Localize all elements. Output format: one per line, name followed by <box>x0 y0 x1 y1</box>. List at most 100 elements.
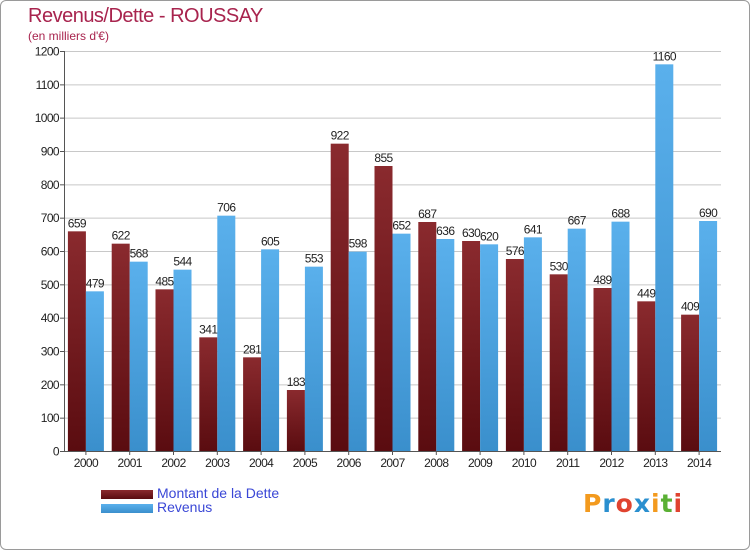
data-label-revenus: 667 <box>568 214 587 228</box>
data-label-dette: 449 <box>637 286 656 300</box>
x-tick-label: 2012 <box>599 456 624 470</box>
logo-letter: r <box>602 489 616 518</box>
logo-letter: t <box>660 489 674 518</box>
data-label-revenus: 553 <box>305 252 324 266</box>
y-tick-label: 200 <box>41 378 60 392</box>
data-label-dette: 530 <box>550 259 569 273</box>
bar-revenus <box>655 64 674 452</box>
logo-letter: i <box>651 489 661 518</box>
y-tick-label: 700 <box>41 211 60 225</box>
bar-dette <box>67 231 86 451</box>
y-tick-label: 100 <box>41 411 60 425</box>
x-tick-label: 2002 <box>161 456 186 470</box>
y-tick-label: 400 <box>41 311 60 325</box>
bar-revenus <box>392 233 411 451</box>
x-tick-label: 2003 <box>205 456 230 470</box>
legend-swatch-dette <box>101 490 153 499</box>
bar-revenus <box>567 228 586 451</box>
y-tick-label: 900 <box>41 145 60 159</box>
bar-revenus <box>611 221 630 451</box>
chart-title: Revenus/Dette - ROUSSAY <box>28 5 263 27</box>
y-tick-label: 500 <box>41 278 60 292</box>
logo-letter: o <box>615 489 634 518</box>
logo-letter: x <box>633 489 651 518</box>
y-tick-label: 600 <box>41 245 60 259</box>
x-tick-label: 2008 <box>424 456 449 470</box>
y-tick-label: 300 <box>41 345 60 359</box>
bar-revenus <box>173 269 192 451</box>
x-tick-label: 2006 <box>337 456 362 470</box>
bar-dette <box>111 243 130 451</box>
x-tick-label: 2005 <box>293 456 318 470</box>
data-label-revenus: 568 <box>130 247 149 261</box>
data-label-dette: 630 <box>462 226 481 240</box>
data-label-dette: 183 <box>287 375 306 389</box>
bar-dette <box>462 241 481 451</box>
bar-dette <box>593 288 612 451</box>
data-label-dette: 687 <box>418 207 437 221</box>
y-tick-label: 800 <box>41 178 60 192</box>
bar-revenus <box>348 251 367 451</box>
data-label-revenus: 1160 <box>653 49 677 63</box>
bar-revenus <box>699 221 718 451</box>
y-tick-label: 1000 <box>35 111 60 125</box>
data-label-revenus: 706 <box>217 201 236 215</box>
data-label-revenus: 479 <box>86 276 105 290</box>
data-label-dette: 341 <box>199 322 218 336</box>
data-label-revenus: 636 <box>436 224 455 238</box>
bar-dette <box>286 390 305 451</box>
x-tick-label: 2000 <box>74 456 99 470</box>
bar-dette <box>330 143 349 451</box>
bar-revenus <box>85 291 104 451</box>
legend-label-revenus: Revenus <box>157 499 213 515</box>
y-tick-label: 1100 <box>36 78 60 92</box>
bar-dette <box>637 301 656 451</box>
data-label-dette: 622 <box>112 229 131 243</box>
bar-revenus <box>480 244 499 451</box>
data-label-dette: 281 <box>243 342 262 356</box>
bar-dette <box>681 314 700 451</box>
bar-dette <box>418 222 437 451</box>
data-label-revenus: 690 <box>699 206 718 220</box>
y-tick-label: 0 <box>53 445 60 459</box>
x-tick-label: 2009 <box>468 456 493 470</box>
legend-label-dette: Montant de la Dette <box>157 485 280 501</box>
bar-dette <box>155 289 174 451</box>
x-tick-label: 2001 <box>118 456 143 470</box>
data-label-revenus: 620 <box>480 229 499 243</box>
data-label-dette: 485 <box>155 274 174 288</box>
bar-revenus <box>261 249 280 451</box>
data-label-dette: 576 <box>506 244 525 258</box>
data-label-revenus: 544 <box>173 255 192 269</box>
x-tick-label: 2011 <box>556 456 580 470</box>
bar-dette <box>199 337 218 451</box>
bar-dette <box>505 259 524 451</box>
data-label-dette: 489 <box>593 273 612 287</box>
y-tick-label: 1200 <box>35 45 60 59</box>
data-label-dette: 855 <box>374 151 393 165</box>
data-label-revenus: 605 <box>261 234 280 248</box>
data-label-dette: 659 <box>68 216 87 230</box>
legend-swatch-revenus <box>101 504 153 513</box>
bar-dette <box>243 357 262 451</box>
bar-dette <box>549 274 568 451</box>
x-tick-label: 2010 <box>512 456 537 470</box>
x-tick-label: 2014 <box>687 456 712 470</box>
data-label-revenus: 641 <box>524 222 543 236</box>
chart-subtitle: (en milliers d'€) <box>28 29 109 43</box>
data-label-revenus: 688 <box>611 207 630 221</box>
bar-revenus <box>129 261 148 451</box>
data-label-dette: 409 <box>681 300 700 314</box>
x-tick-label: 2004 <box>249 456 274 470</box>
bar-revenus <box>217 215 236 451</box>
bar-dette <box>374 166 393 451</box>
data-label-revenus: 598 <box>349 237 368 251</box>
logo-letter: P <box>583 489 603 518</box>
bar-revenus <box>523 237 542 451</box>
data-label-dette: 922 <box>331 129 350 143</box>
x-tick-label: 2007 <box>380 456 405 470</box>
logo-letter: i <box>673 489 684 518</box>
bar-revenus <box>436 239 455 451</box>
